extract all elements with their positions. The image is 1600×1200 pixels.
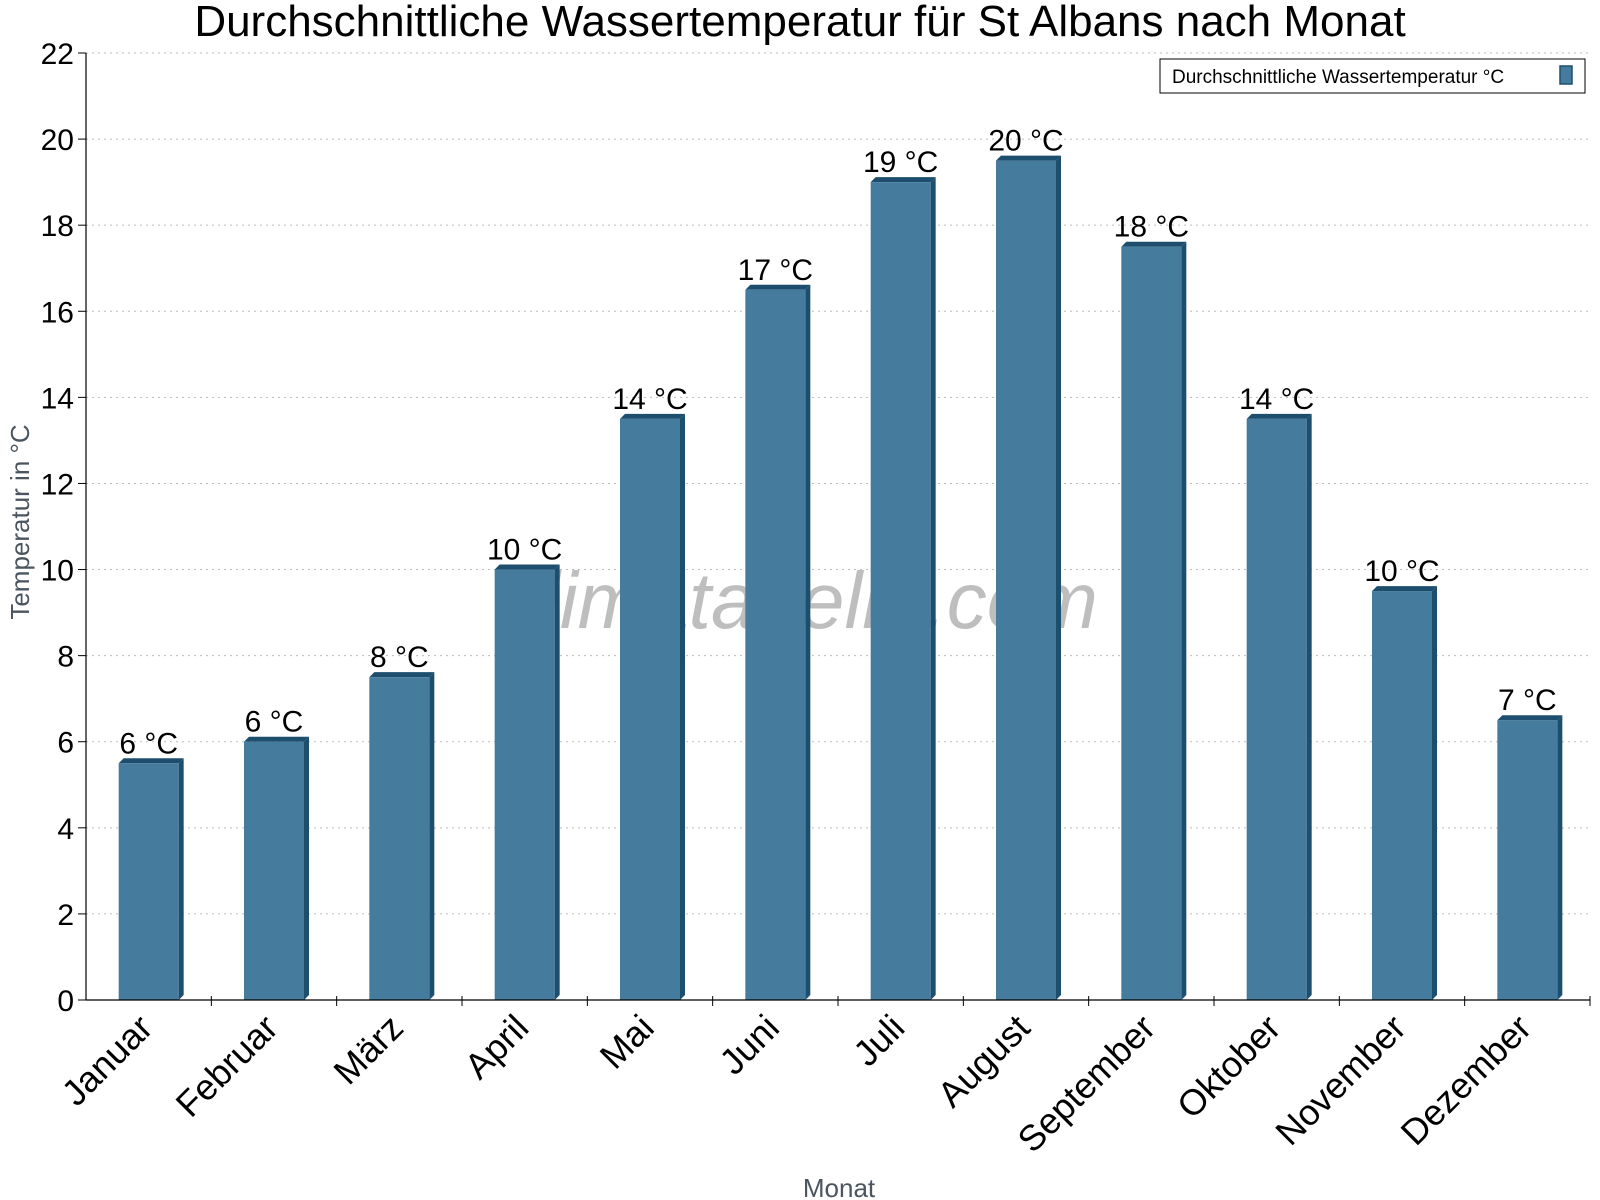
bar-front <box>494 569 555 1000</box>
data-label: 19 °C <box>863 146 938 179</box>
bar-front <box>1497 720 1558 1000</box>
bar-top <box>1372 586 1437 592</box>
legend-swatch <box>1559 65 1573 85</box>
x-tick-label: April <box>456 1007 536 1087</box>
x-tick-label: Januar <box>53 1007 160 1114</box>
bar-side <box>1432 586 1437 1000</box>
y-tick-label: 12 <box>41 468 74 501</box>
bar-september <box>1121 241 1187 1001</box>
bar-side <box>554 564 560 1000</box>
bar-top <box>1246 413 1312 419</box>
bar-februar <box>244 736 309 1000</box>
bar-front <box>745 289 806 1000</box>
x-tick-label: September <box>1009 1007 1163 1161</box>
y-tick-label: 0 <box>57 985 74 1018</box>
bar-top <box>620 413 685 419</box>
bar-dezember <box>1497 715 1563 1000</box>
data-label: 17 °C <box>738 254 813 287</box>
data-label: 8 °C <box>370 641 429 674</box>
bar-april <box>494 564 560 1000</box>
bar-top <box>1121 241 1187 247</box>
bar-side <box>178 758 184 1000</box>
y-tick-label: 22 <box>41 38 74 71</box>
data-label: 6 °C <box>119 727 178 760</box>
bar-front <box>620 418 680 1000</box>
bar-side <box>1181 241 1187 1001</box>
bar-side <box>930 177 936 1001</box>
grid-layer <box>86 52 1590 915</box>
x-axis-label: Monat <box>803 1173 876 1200</box>
bar-side <box>1557 715 1563 1000</box>
x-tick-label: Juni <box>711 1007 787 1083</box>
x-tick-label: Dezember <box>1393 1007 1539 1153</box>
x-tick-label: November <box>1267 1007 1413 1153</box>
bar-oktober <box>1246 413 1312 1000</box>
bar-top <box>996 155 1061 161</box>
y-tick-label: 2 <box>57 899 74 932</box>
bar-front <box>1372 591 1432 1000</box>
x-tick-label: Mai <box>592 1007 662 1077</box>
bar-side <box>805 284 811 1000</box>
y-tick-label: 6 <box>57 727 74 760</box>
bar-front <box>1246 418 1307 1000</box>
bar-top <box>369 672 435 678</box>
bar-top <box>745 284 811 290</box>
bar-side <box>304 736 309 1000</box>
bar-top <box>494 564 560 570</box>
bar-juli <box>870 177 936 1001</box>
y-tick-label: 8 <box>57 641 74 674</box>
data-label: 20 °C <box>988 125 1063 158</box>
y-tick-label: 18 <box>41 210 74 243</box>
legend-box <box>1159 58 1586 94</box>
bar-top <box>118 758 184 764</box>
data-label: 18 °C <box>1114 211 1189 244</box>
x-tick-label: Februar <box>168 1007 286 1125</box>
x-tick-label: August <box>929 1007 1037 1115</box>
legend-label: Durchschnittliche Wassertemperatur °C <box>1172 67 1504 88</box>
data-label: 7 °C <box>1498 684 1557 717</box>
x-tick-label: März <box>325 1007 411 1093</box>
chart-title: Durchschnittliche Wassertemperatur für S… <box>194 0 1405 46</box>
bar-side <box>429 672 435 1000</box>
bar-front <box>870 182 931 1001</box>
data-label: 6 °C <box>245 706 304 739</box>
bar-august <box>996 155 1061 1000</box>
y-tick-label: 16 <box>41 296 74 329</box>
bar-top <box>244 736 309 742</box>
y-tick-label: 14 <box>41 382 74 415</box>
legend: Durchschnittliche Wassertemperatur °C <box>1159 58 1586 94</box>
bar-side <box>1056 155 1061 1000</box>
y-tick-label: 10 <box>41 555 74 588</box>
y-tick-label: 4 <box>57 813 74 846</box>
bar-juni <box>745 284 811 1000</box>
bar-top <box>1497 715 1563 721</box>
bar-front <box>369 677 430 1000</box>
bar-märz <box>369 672 435 1000</box>
bar-top <box>870 177 936 183</box>
bar-mai <box>620 413 685 1000</box>
bar-front <box>996 160 1056 1000</box>
y-tick-label: 20 <box>41 124 74 157</box>
data-label: 14 °C <box>612 383 687 416</box>
bar-november <box>1372 586 1437 1000</box>
x-tick-label: Oktober <box>1169 1007 1289 1127</box>
bars-layer: 6 °C 6 °C 8 °C 10 °C 14 °C 17 °C 19 °C 20 °C 18 … <box>118 125 1563 1001</box>
data-label: 14 °C <box>1239 383 1314 416</box>
y-axis-label: Temperatur in °C <box>5 424 35 619</box>
bar-januar <box>118 758 184 1000</box>
bar-front <box>244 741 304 1000</box>
data-label: 10 °C <box>1364 555 1439 588</box>
x-tick-label: Juli <box>845 1007 912 1074</box>
bar-side <box>680 413 685 1000</box>
bar-front <box>118 763 179 1000</box>
bar-side <box>1306 413 1312 1000</box>
bar-front <box>1121 246 1182 1001</box>
data-label: 10 °C <box>487 534 562 567</box>
